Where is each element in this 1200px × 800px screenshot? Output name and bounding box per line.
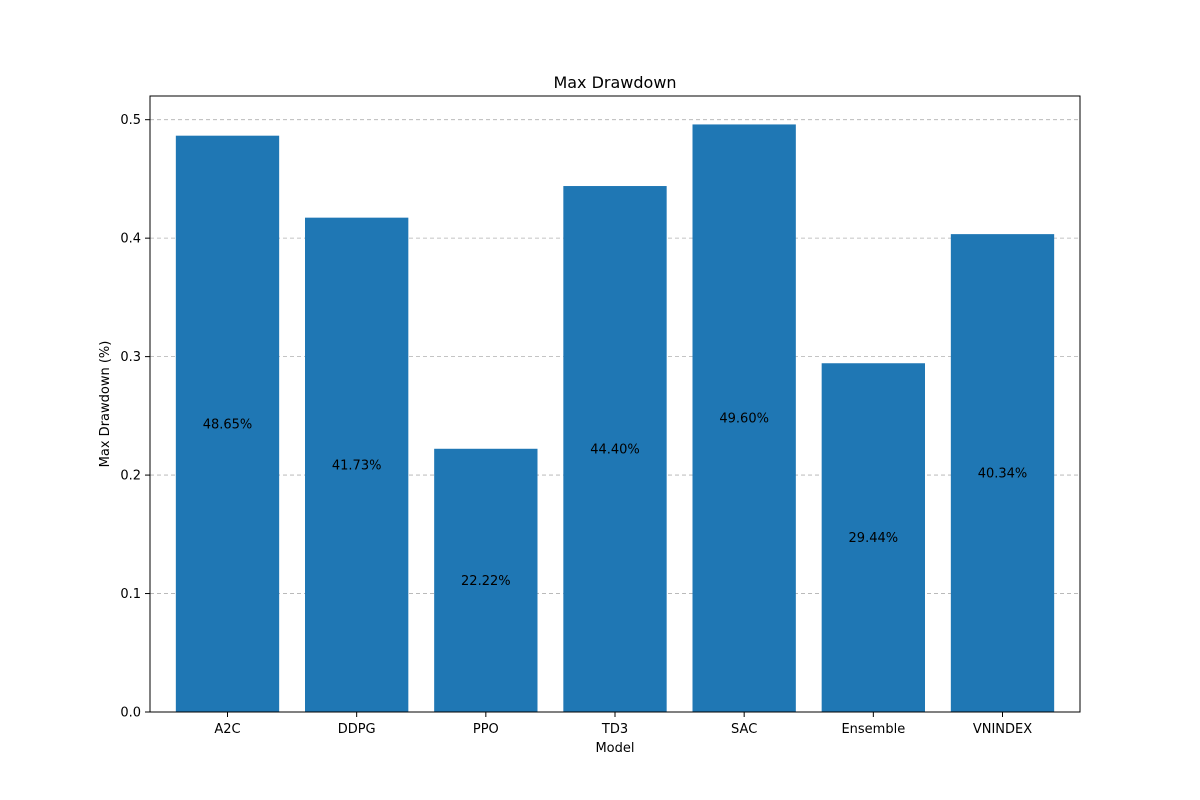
data-label: 41.73% <box>332 458 382 473</box>
x-tick-label: A2C <box>214 722 240 737</box>
x-axis-ticks: A2C DDPG PPO TD3 SAC Ensemble VNINDEX <box>214 712 1032 737</box>
data-label: 49.60% <box>719 412 769 427</box>
x-axis-label: Model <box>595 741 634 756</box>
data-labels: 48.65% 41.73% 22.22% 44.40% 49.60% 29.44% 40.3… <box>203 412 1028 589</box>
bar-td3 <box>563 186 667 712</box>
data-label: 44.40% <box>590 443 640 458</box>
y-axis-ticks: 0.0 0.1 0.2 0.3 0.4 0.5 <box>120 113 150 721</box>
bar-ensemble <box>821 363 925 712</box>
y-tick-label: 0.1 <box>120 587 141 602</box>
y-tick-label: 0.3 <box>120 350 141 365</box>
x-tick-label: TD3 <box>601 722 628 737</box>
x-tick-label: VNINDEX <box>973 722 1032 737</box>
y-tick-label: 0.5 <box>120 113 141 128</box>
bars <box>175 124 1055 712</box>
y-axis-label: Max Drawdown (%) <box>98 341 113 468</box>
x-tick-label: DDPG <box>338 722 376 737</box>
y-tick-label: 0.4 <box>120 232 141 247</box>
x-tick-label: Ensemble <box>841 722 905 737</box>
y-tick-label: 0.2 <box>120 469 141 484</box>
chart-title: Max Drawdown <box>553 73 676 92</box>
bar-vnindex <box>950 234 1055 712</box>
bar-ddpg <box>305 217 409 712</box>
data-label: 29.44% <box>849 531 899 546</box>
bar-a2c <box>175 135 280 712</box>
data-label: 48.65% <box>203 417 253 432</box>
y-tick-label: 0.0 <box>120 706 141 721</box>
data-label: 22.22% <box>461 574 511 589</box>
data-label: 40.34% <box>978 467 1028 482</box>
x-tick-label: PPO <box>473 722 499 737</box>
x-tick-label: SAC <box>731 722 757 737</box>
bar-sac <box>692 124 796 712</box>
bar-ppo <box>434 448 538 712</box>
